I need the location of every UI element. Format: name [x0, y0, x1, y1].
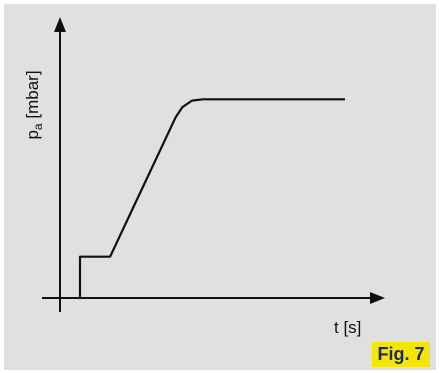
y-axis-subscript: a: [31, 123, 45, 130]
svg-text:pa [mbar]: pa [mbar]: [23, 70, 45, 139]
figure-label-badge: Fig. 7: [372, 342, 430, 367]
y-axis-arrow: [54, 17, 66, 32]
x-axis-label: t [s]: [334, 318, 361, 337]
x-axis-arrow: [370, 292, 385, 304]
chart-panel: [4, 4, 436, 370]
y-axis-unit: [mbar]: [23, 70, 42, 118]
y-axis-label: pa [mbar]: [23, 70, 45, 139]
y-axis-symbol: p: [23, 130, 42, 139]
pressure-curve: [78, 98, 345, 298]
